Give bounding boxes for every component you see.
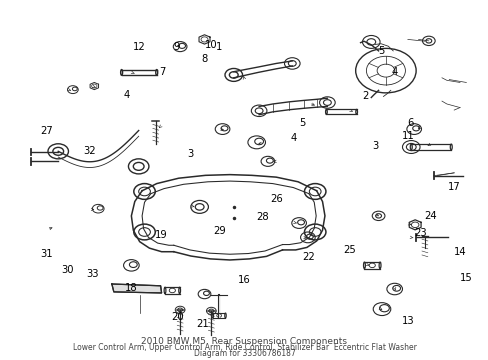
Text: 23: 23 — [414, 228, 427, 238]
Text: 33: 33 — [86, 269, 99, 279]
Text: 25: 25 — [342, 245, 355, 255]
Circle shape — [121, 286, 126, 289]
Text: 31: 31 — [41, 248, 53, 258]
Text: Diagram for 33306786187: Diagram for 33306786187 — [193, 349, 295, 358]
Text: 12: 12 — [133, 42, 146, 52]
Text: 30: 30 — [61, 265, 74, 275]
Text: 20: 20 — [170, 312, 183, 322]
Text: 28: 28 — [256, 212, 269, 221]
Text: 26: 26 — [269, 194, 282, 204]
Text: 18: 18 — [125, 283, 138, 293]
Text: 11: 11 — [401, 131, 414, 141]
Circle shape — [131, 286, 136, 289]
Text: 16: 16 — [238, 275, 250, 285]
Text: 19: 19 — [155, 230, 168, 239]
Text: 32: 32 — [83, 145, 96, 156]
Text: 2010 BMW M5  Rear Suspension Components: 2010 BMW M5 Rear Suspension Components — [141, 337, 347, 346]
Text: 5: 5 — [298, 118, 305, 128]
Circle shape — [142, 286, 147, 289]
Ellipse shape — [325, 109, 326, 114]
Text: Lower Control Arm, Upper Control Arm, Ride Control, Stabilizer Bar  Eccentric Fl: Lower Control Arm, Upper Control Arm, Ri… — [72, 343, 416, 352]
Text: 3: 3 — [187, 149, 194, 159]
Text: 10: 10 — [204, 40, 217, 50]
Text: 1: 1 — [216, 42, 222, 51]
Text: 8: 8 — [201, 54, 207, 64]
Text: 14: 14 — [453, 247, 466, 257]
Text: 4: 4 — [391, 67, 397, 77]
Text: 9: 9 — [173, 42, 179, 52]
Polygon shape — [112, 284, 161, 293]
Text: 6: 6 — [407, 118, 413, 128]
Text: 4: 4 — [289, 133, 296, 143]
Circle shape — [152, 286, 157, 289]
Ellipse shape — [121, 69, 122, 75]
Text: 22: 22 — [302, 252, 315, 262]
Text: 3: 3 — [371, 141, 378, 151]
Text: 24: 24 — [424, 211, 436, 221]
Text: 13: 13 — [401, 316, 413, 325]
Text: 2: 2 — [362, 91, 368, 101]
Text: 15: 15 — [459, 273, 472, 283]
Text: 29: 29 — [212, 226, 225, 236]
Text: 21: 21 — [196, 319, 209, 329]
Text: 27: 27 — [41, 126, 53, 135]
Ellipse shape — [409, 144, 411, 150]
Text: 4: 4 — [123, 90, 129, 100]
Text: 7: 7 — [159, 67, 165, 77]
Text: 17: 17 — [447, 182, 460, 192]
Text: 5: 5 — [377, 46, 384, 56]
